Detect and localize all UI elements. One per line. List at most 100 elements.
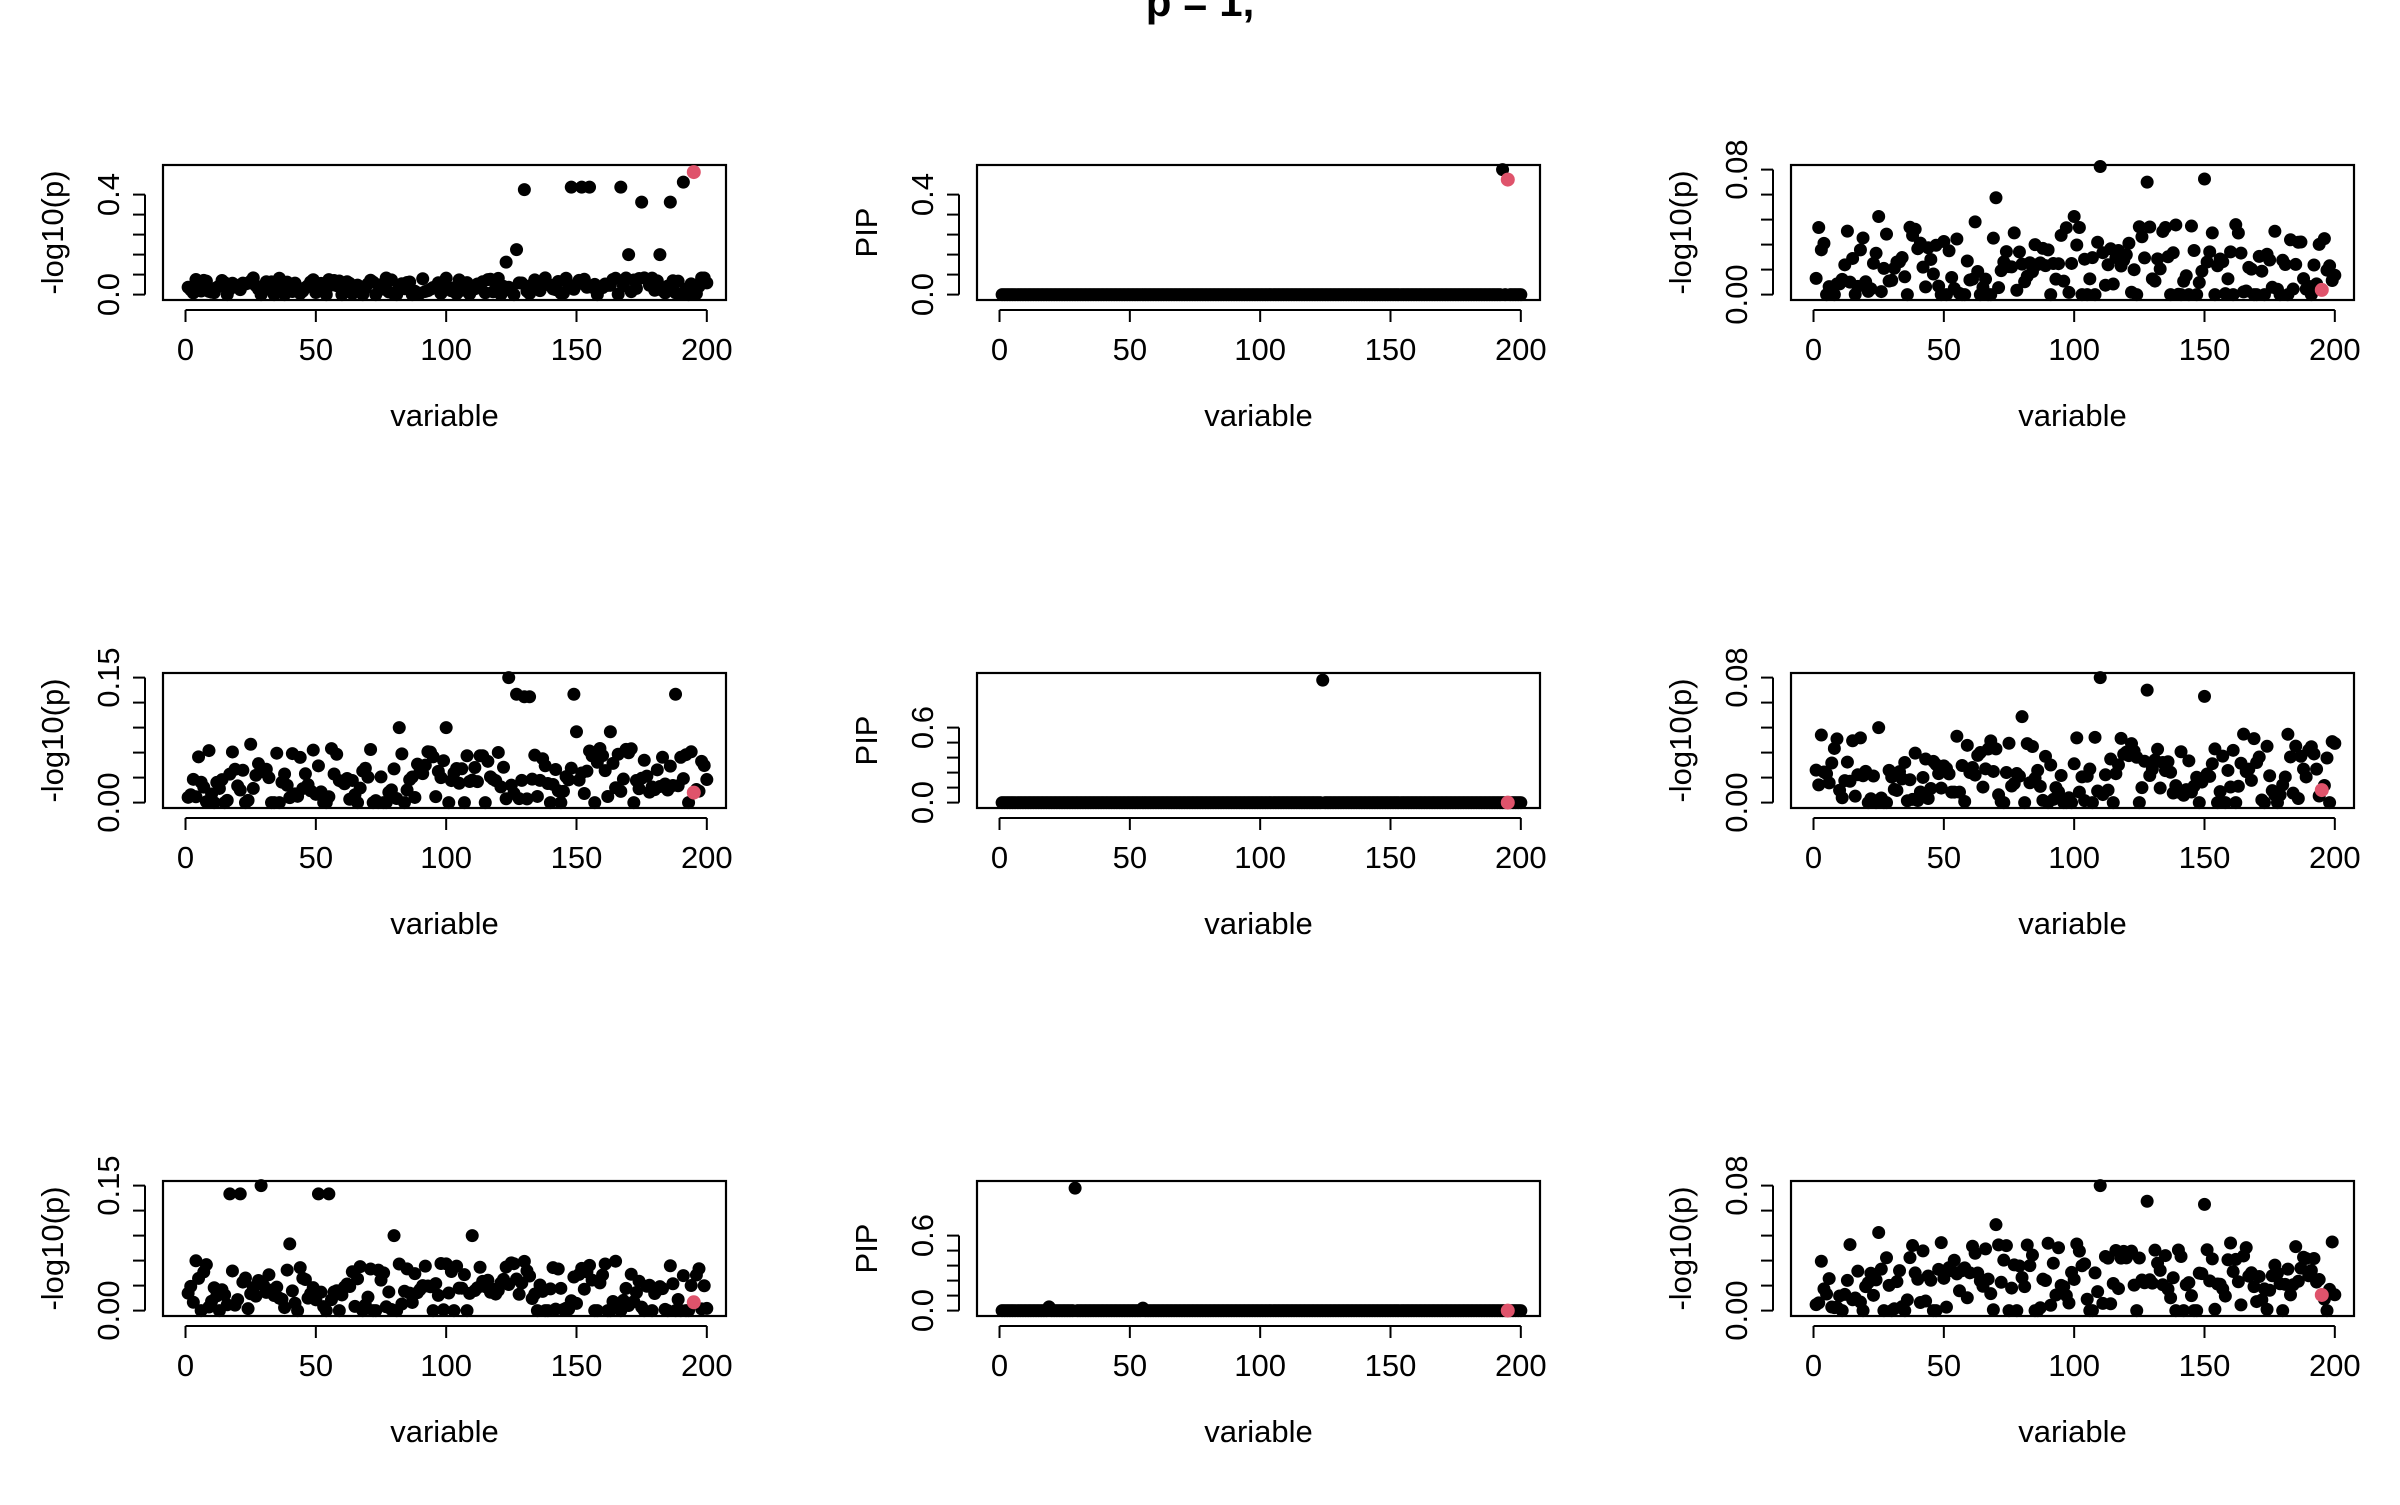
data-point [2054,769,2068,783]
data-point [426,750,440,764]
x-tick-label: 200 [1495,840,1547,875]
y-tick-label: 0.6 [905,1214,940,1257]
data-point [280,778,294,792]
data-point [2130,288,2144,302]
data-point [583,1258,597,1272]
data-point [1919,1294,1933,1308]
data-point [2257,796,2271,810]
data-point [199,1258,213,1272]
data-point [2041,1236,2055,1250]
data-point [1835,1304,1849,1318]
data-point [2041,243,2055,257]
data-point [614,784,628,798]
data-point [2093,671,2107,685]
data-point [645,1304,659,1318]
data-point [2148,1243,2162,1257]
x-tick-label: 200 [681,1348,733,1383]
data-point [684,1279,698,1293]
data-point [1814,728,1828,742]
data-point [700,773,714,787]
data-point [491,745,505,759]
data-point [2018,1280,2032,1294]
x-tick-label: 50 [1113,332,1147,367]
data-point [2174,1249,2188,1263]
data-point [2226,288,2240,302]
data-point [1869,1273,1883,1287]
data-point [2012,1259,2026,1273]
data-point [663,1259,677,1273]
data-point [583,180,597,194]
data-point [405,1295,419,1309]
x-tick-label: 0 [1805,332,1822,367]
data-point [523,1269,537,1283]
data-point [2002,736,2016,750]
x-tick-label: 100 [420,840,472,875]
data-point [2239,1241,2253,1255]
data-point [2005,1281,2019,1295]
data-point [569,725,583,739]
data-point [184,1279,198,1293]
data-point [2148,274,2162,288]
data-point [554,1281,568,1295]
x-tick-label: 150 [551,1348,603,1383]
data-point [637,753,651,767]
data-point [478,796,492,810]
data-point [2304,1263,2318,1277]
data-point [596,749,610,763]
data-point [1942,244,1956,258]
data-point [291,1304,305,1318]
data-point [676,772,690,786]
data-point [2091,1285,2105,1299]
data-point [351,1272,365,1286]
x-tick-label: 0 [177,332,194,367]
data-point [1934,781,1948,795]
data-point [2278,770,2292,784]
data-point [1984,1287,1998,1301]
data-point [2166,246,2180,260]
data-point [2197,1197,2211,1211]
data-point [2140,175,2154,189]
data-point [692,1262,706,1276]
y-axis-label: PIP [849,208,884,258]
y-tick-label: 0.6 [905,706,940,749]
data-point [2067,209,2081,223]
data-point [189,790,203,804]
data-point [2289,739,2303,753]
data-point [1872,1225,1886,1239]
data-point [1856,231,1870,245]
data-point [1992,281,2006,295]
figure-title: p = 1, [1145,0,1255,25]
data-point [590,1304,604,1318]
x-tick-label: 150 [551,840,603,875]
data-point [580,764,594,778]
data-point [293,750,307,764]
data-point [2114,731,2128,745]
y-tick-label: 0.00 [91,772,126,832]
data-point [2104,1297,2118,1311]
data-point [666,1277,680,1291]
data-point [1947,1253,1961,1267]
data-point [1895,251,1909,265]
data-point [1880,796,1894,810]
data-point [238,1271,252,1285]
data-point [2284,1288,2298,1302]
data-point [2307,1252,2321,1266]
panel-frame [975,1179,1542,1318]
data-point [562,773,576,787]
data-point [1880,1251,1894,1265]
data-point [1825,756,1839,770]
x-tick-label: 150 [2179,840,2231,875]
x-tick-label: 0 [991,332,1008,367]
data-point [2205,1252,2219,1266]
data-point [676,175,690,189]
data-point [322,790,336,804]
x-tick-label: 0 [177,840,194,875]
panel-frame [161,163,728,302]
data-point [1840,755,1854,769]
data-point [2158,220,2172,234]
x-tick-label: 200 [1495,1348,1547,1383]
data-point [1840,224,1854,238]
data-point [2057,274,2071,288]
data-point [624,742,638,756]
x-tick-label: 50 [1927,1348,1961,1383]
